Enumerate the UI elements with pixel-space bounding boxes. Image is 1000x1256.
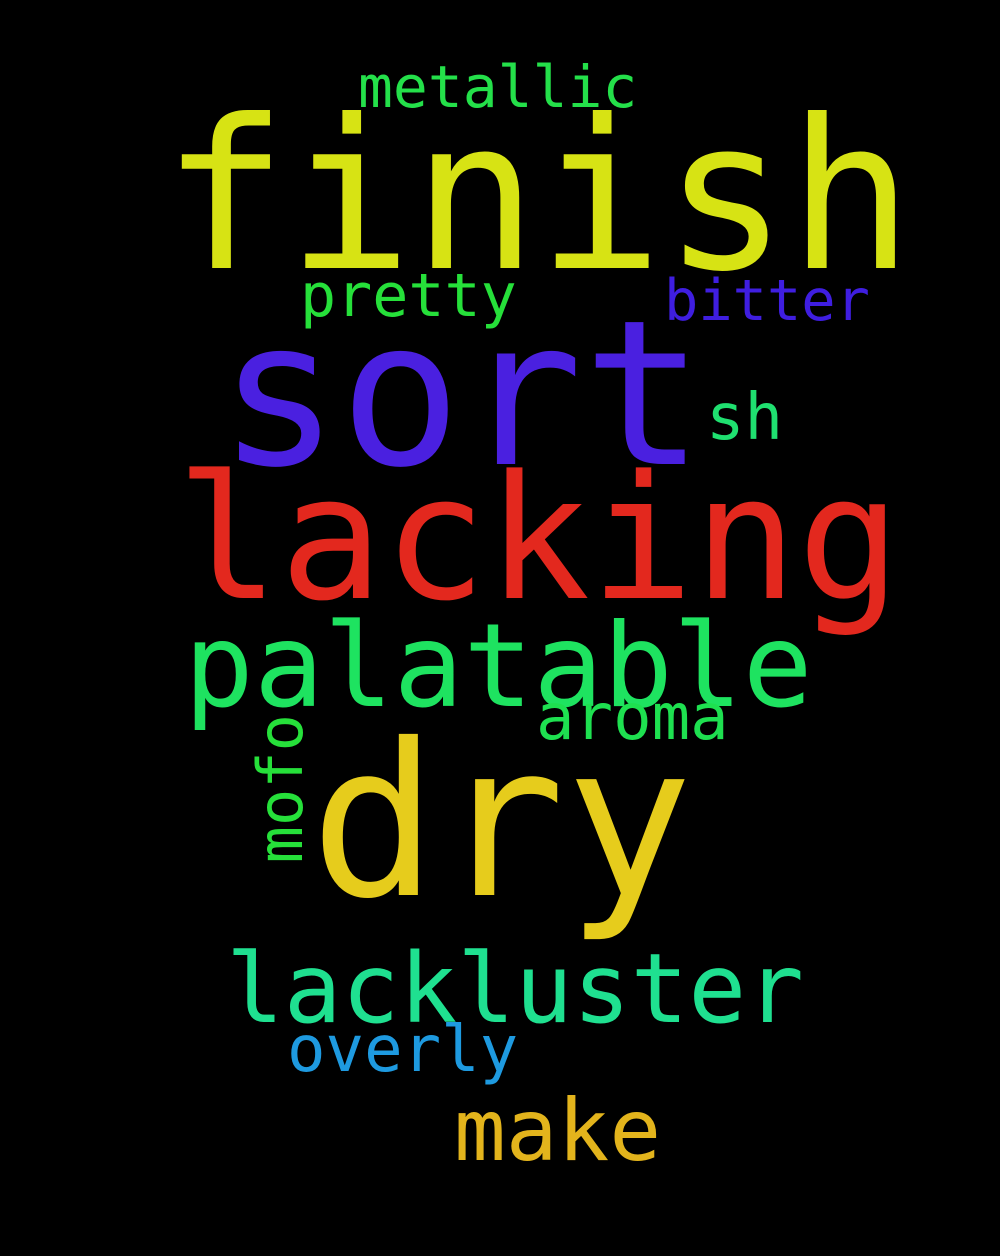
word-sh: sh bbox=[706, 381, 784, 455]
word-finish: finish bbox=[162, 76, 914, 318]
word-palatable: palatable bbox=[184, 599, 813, 734]
word-make: make bbox=[454, 1081, 662, 1181]
word-dry: dry bbox=[310, 698, 693, 945]
word-overly: overly bbox=[287, 1013, 519, 1087]
word-bitter: bitter bbox=[664, 268, 870, 334]
word-sort: sort bbox=[218, 276, 705, 512]
word-lackluster: lackluster bbox=[226, 933, 804, 1045]
word-lacking: lacking bbox=[176, 438, 901, 639]
word-aroma: aroma bbox=[536, 681, 729, 755]
word-pretty: pretty bbox=[300, 261, 517, 331]
word-mofo: mofo bbox=[244, 714, 317, 864]
word-metallic: metallic bbox=[358, 53, 638, 121]
